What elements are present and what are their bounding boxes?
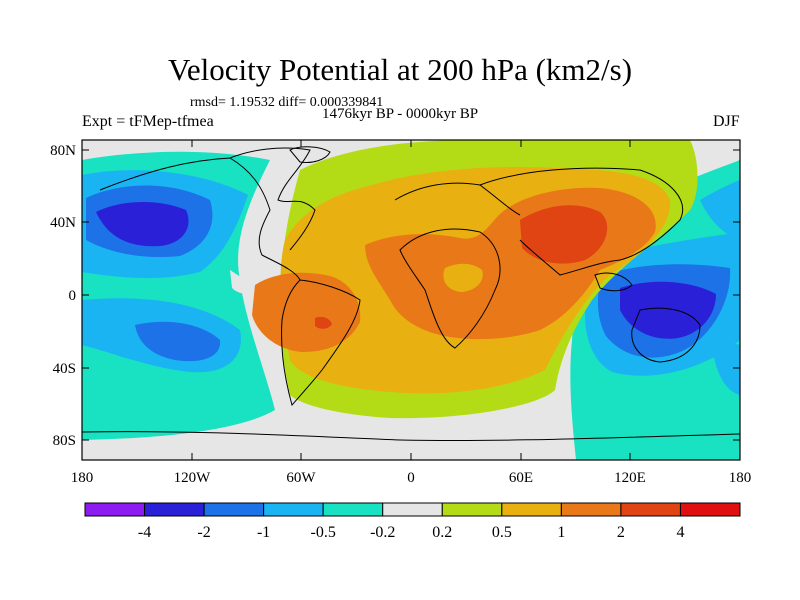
pacific-negative-field (82, 151, 275, 440)
south-america-coast (281, 279, 361, 407)
global-positive-field (252, 140, 698, 419)
colorbar-box (679, 502, 741, 517)
europe-coast (394, 182, 521, 216)
lat-label-0: 0 (69, 288, 77, 304)
colorbar-box (263, 502, 324, 517)
lon-label-120e: 120E (614, 470, 646, 486)
colorbar-box (560, 502, 622, 517)
lon-label-60e: 60E (509, 470, 533, 486)
lat-label-80n: 80N (50, 143, 76, 159)
lon-label-120w: 120W (174, 470, 212, 486)
north-america-east-coast (229, 147, 316, 251)
colorbar-box (84, 502, 146, 517)
experiment-label: Expt = tFMep-tfmea (82, 113, 214, 130)
colorbar-label: -0.2 (370, 524, 395, 541)
lat-label-40n: 40N (50, 215, 76, 231)
colorbar-label: 1 (557, 524, 565, 541)
lon-label-0: 0 (407, 470, 415, 486)
colorbar-boxes (84, 502, 741, 517)
colorbar-label: -1 (257, 524, 270, 541)
colorbar-box (203, 502, 265, 517)
colorbar-label: -0.5 (311, 524, 336, 541)
colorbar-label: -2 (197, 524, 210, 541)
colorbar-box (441, 502, 503, 517)
lon-ticks (81, 140, 741, 460)
colorbar-labels: -4 -2 -1 -0.5 -0.2 0.2 0.5 1 2 4 (138, 524, 685, 541)
africa-coast (399, 228, 501, 349)
coastlines (82, 146, 740, 442)
greenland-coast (289, 146, 331, 163)
map-title: Velocity Potential at 200 hPa (km2/s) (167, 52, 633, 87)
lat-label-40s: 40S (53, 361, 76, 377)
lon-label-180e: 180 (729, 470, 752, 486)
colorbar-box (382, 502, 443, 517)
colorbar-box (144, 502, 205, 517)
lon-label-180w: 180 (71, 470, 94, 486)
colorbar-label: 4 (676, 524, 684, 541)
colorbar-label: -4 (138, 524, 151, 541)
north-america-coast (99, 157, 301, 281)
stats-line: rmsd= 1.19532 diff= 0.000339841 (190, 95, 384, 110)
colorbar-label: 0.2 (432, 524, 452, 541)
maritime-islands-coast (594, 272, 633, 292)
antarctica-coast (82, 431, 740, 442)
lat-label-80s: 80S (53, 433, 76, 449)
colorbar-label: 2 (617, 524, 625, 541)
asia-coast (479, 167, 684, 276)
colorbar-box (501, 502, 562, 517)
lon-label-60w: 60W (286, 470, 316, 486)
period-label: 1476kyr BP - 0000kyr BP (322, 106, 479, 122)
colorbar-box (620, 502, 681, 517)
colorbar-box (322, 502, 384, 517)
australia-coast (631, 307, 701, 363)
season-label: DJF (713, 113, 740, 130)
colorbar-label: 0.5 (492, 524, 512, 541)
lat-ticks (82, 149, 740, 441)
